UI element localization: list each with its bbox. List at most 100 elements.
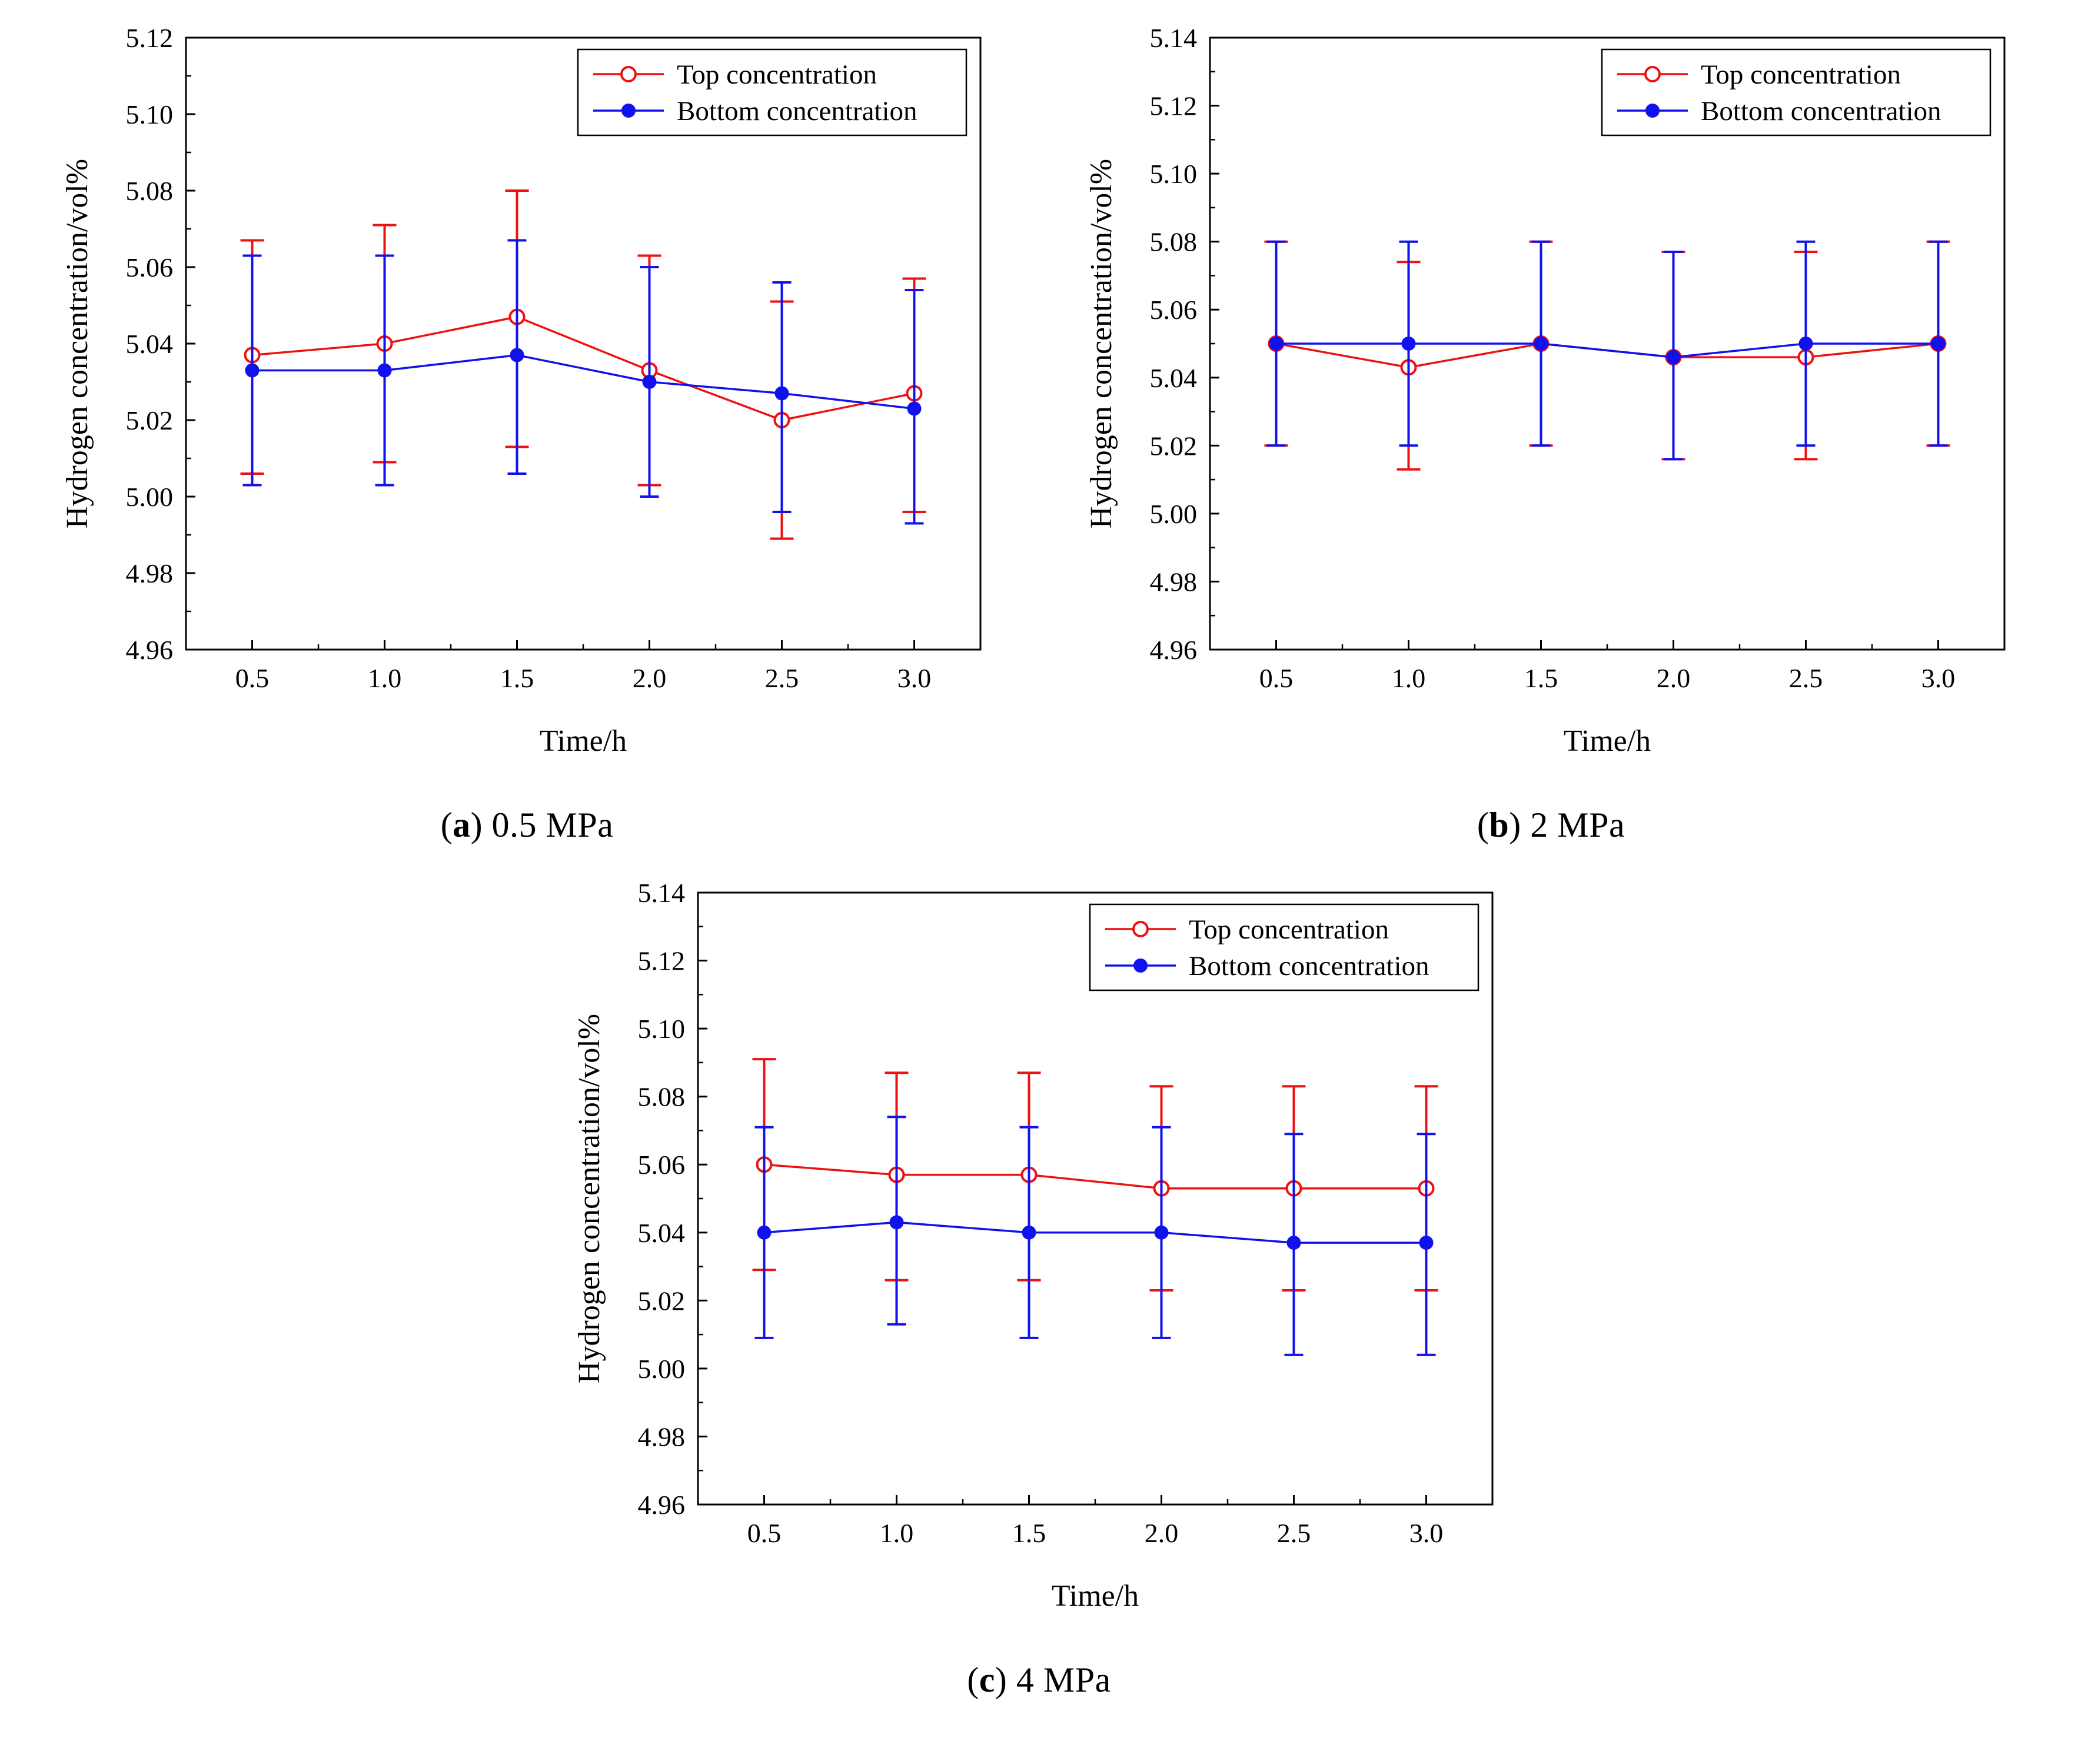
svg-text:2.5: 2.5 bbox=[764, 663, 799, 693]
chart-b-canvas: 4.96 4.98 5.00 5.02 5.04 5.06 5.08 5.10 5.12 5.14… bbox=[1062, 14, 2040, 797]
svg-text:5.00: 5.00 bbox=[125, 482, 173, 512]
caption-paren-close: ) bbox=[470, 806, 483, 844]
x-axis-label: Time/h bbox=[539, 724, 626, 758]
y-axis: 4.96 4.98 5.00 5.02 5.04 5.06 5.08 5.10 5.12 5.14 bbox=[637, 878, 707, 1520]
svg-text:5.02: 5.02 bbox=[1149, 431, 1197, 461]
svg-text:4.98: 4.98 bbox=[637, 1422, 685, 1452]
svg-text:5.12: 5.12 bbox=[1149, 91, 1197, 121]
marker-filled-circle bbox=[757, 1225, 771, 1240]
svg-text:5.04: 5.04 bbox=[125, 329, 173, 359]
marker-filled-circle bbox=[1286, 1236, 1301, 1250]
svg-text:5.14: 5.14 bbox=[1149, 23, 1197, 53]
marker-filled-circle bbox=[1798, 337, 1813, 351]
figure-b-caption: (b) 2 MPa bbox=[1477, 805, 1625, 846]
marker-filled-circle bbox=[642, 375, 656, 389]
svg-text:1.5: 1.5 bbox=[500, 663, 534, 693]
caption-letter: a bbox=[453, 806, 471, 844]
svg-text:4.98: 4.98 bbox=[1149, 567, 1197, 597]
marker-filled-circle bbox=[1269, 337, 1283, 351]
svg-text:3.0: 3.0 bbox=[1409, 1518, 1443, 1548]
figure-c-caption: (c) 4 MPa bbox=[967, 1660, 1111, 1700]
caption-label: 0.5 MPa bbox=[483, 806, 614, 844]
x-axis: 0.5 1.0 1.5 2.0 2.5 3.0 bbox=[747, 1495, 1443, 1548]
svg-text:3.0: 3.0 bbox=[1921, 663, 1955, 693]
legend-marker-filled bbox=[1645, 104, 1660, 118]
marker-filled-circle bbox=[907, 401, 921, 416]
svg-text:5.02: 5.02 bbox=[125, 405, 173, 435]
figure-a-caption: (a) 0.5 MPa bbox=[441, 805, 614, 846]
caption-paren-open: ( bbox=[1477, 806, 1489, 844]
svg-text:2.0: 2.0 bbox=[1656, 663, 1690, 693]
marker-filled-circle bbox=[1419, 1236, 1433, 1250]
chart-svg: 4.96 4.98 5.00 5.02 5.04 5.06 5.08 5.10 5.12 5.14… bbox=[550, 869, 1528, 1652]
svg-text:5.02: 5.02 bbox=[637, 1286, 685, 1316]
svg-text:4.96: 4.96 bbox=[637, 1490, 685, 1520]
y-axis-label: Hydrogen concentration/vol% bbox=[61, 159, 94, 528]
svg-text:0.5: 0.5 bbox=[747, 1518, 781, 1548]
caption-label: 4 MPa bbox=[1007, 1660, 1111, 1699]
marker-filled-circle bbox=[245, 363, 259, 378]
legend-entry-label: Top concentration bbox=[677, 59, 877, 90]
svg-text:5.08: 5.08 bbox=[1149, 227, 1197, 257]
legend-marker-filled bbox=[1133, 958, 1148, 973]
x-axis-label: Time/h bbox=[1051, 1579, 1138, 1613]
series-bottom bbox=[1266, 240, 1947, 461]
y-axis: 4.96 4.98 5.00 5.02 5.04 5.06 5.08 5.10 5.12 bbox=[125, 23, 195, 665]
svg-text:5.12: 5.12 bbox=[637, 946, 685, 976]
y-axis-label: Hydrogen concentration/vol% bbox=[1085, 159, 1118, 528]
svg-text:5.00: 5.00 bbox=[637, 1354, 685, 1384]
chart-c-canvas: 4.96 4.98 5.00 5.02 5.04 5.06 5.08 5.10 5.12 5.14… bbox=[550, 869, 1528, 1652]
caption-paren-open: ( bbox=[440, 806, 453, 844]
x-axis: 0.5 1.0 1.5 2.0 2.5 3.0 bbox=[1259, 640, 1955, 693]
svg-text:5.08: 5.08 bbox=[125, 176, 173, 206]
svg-text:1.0: 1.0 bbox=[879, 1518, 913, 1548]
legend: Top concentration Bottom concentration bbox=[1601, 48, 1991, 137]
legend-entry-label: Bottom concentration bbox=[1189, 951, 1429, 981]
legend-box bbox=[577, 48, 967, 137]
svg-text:1.5: 1.5 bbox=[1524, 663, 1558, 693]
marker-filled-circle bbox=[510, 348, 524, 362]
svg-text:0.5: 0.5 bbox=[1259, 663, 1293, 693]
legend-entry-label: Top concentration bbox=[1701, 59, 1901, 90]
figure-b: 4.96 4.98 5.00 5.02 5.04 5.06 5.08 5.10 5.12 5.14… bbox=[1062, 14, 2040, 846]
series-bottom bbox=[242, 239, 923, 525]
legend-marker-filled bbox=[621, 104, 636, 118]
caption-paren-close: ) bbox=[995, 1660, 1008, 1699]
legend-marker-open bbox=[1132, 921, 1149, 937]
svg-text:2.0: 2.0 bbox=[1144, 1518, 1178, 1548]
chart-svg: 4.96 4.98 5.00 5.02 5.04 5.06 5.08 5.10 5.12 0.5 1… bbox=[38, 14, 1016, 797]
svg-text:2.5: 2.5 bbox=[1788, 663, 1823, 693]
series-bottom bbox=[754, 1116, 1435, 1356]
legend-entry-label: Bottom concentration bbox=[1701, 96, 1941, 127]
caption-letter: b bbox=[1489, 806, 1510, 844]
chart-a-canvas: 4.96 4.98 5.00 5.02 5.04 5.06 5.08 5.10 5.12 0.5 1… bbox=[38, 14, 1016, 797]
legend-entry-label: Bottom concentration bbox=[677, 96, 917, 127]
svg-text:5.10: 5.10 bbox=[1149, 159, 1197, 189]
legend-box bbox=[1089, 903, 1479, 991]
svg-text:2.0: 2.0 bbox=[632, 663, 666, 693]
marker-filled-circle bbox=[889, 1215, 903, 1230]
svg-text:5.12: 5.12 bbox=[125, 23, 173, 53]
svg-text:5.10: 5.10 bbox=[637, 1014, 685, 1044]
marker-filled-circle bbox=[1931, 337, 1945, 351]
x-axis-label: Time/h bbox=[1563, 724, 1650, 758]
svg-text:5.08: 5.08 bbox=[637, 1082, 685, 1112]
svg-text:4.98: 4.98 bbox=[125, 558, 173, 588]
marker-filled-circle bbox=[774, 386, 789, 401]
caption-paren-open: ( bbox=[967, 1660, 979, 1699]
svg-text:4.96: 4.96 bbox=[1149, 635, 1197, 665]
svg-text:5.06: 5.06 bbox=[637, 1150, 685, 1180]
legend-box bbox=[1601, 48, 1991, 137]
chart-svg: 4.96 4.98 5.00 5.02 5.04 5.06 5.08 5.10 5.12 5.14… bbox=[1062, 14, 2040, 797]
marker-filled-circle bbox=[1534, 337, 1548, 351]
svg-text:2.5: 2.5 bbox=[1276, 1518, 1311, 1548]
figure-c: 4.96 4.98 5.00 5.02 5.04 5.06 5.08 5.10 5.12 5.14… bbox=[550, 869, 1528, 1700]
caption-label: 2 MPa bbox=[1521, 806, 1625, 844]
svg-text:0.5: 0.5 bbox=[235, 663, 269, 693]
marker-filled-circle bbox=[1154, 1225, 1168, 1240]
svg-text:3.0: 3.0 bbox=[897, 663, 931, 693]
svg-text:5.14: 5.14 bbox=[637, 878, 685, 908]
figure-panel: 4.96 4.98 5.00 5.02 5.04 5.06 5.08 5.10 5.12 0.5 1… bbox=[38, 14, 2040, 1700]
svg-text:1.5: 1.5 bbox=[1012, 1518, 1046, 1548]
caption-paren-close: ) bbox=[1509, 806, 1521, 844]
